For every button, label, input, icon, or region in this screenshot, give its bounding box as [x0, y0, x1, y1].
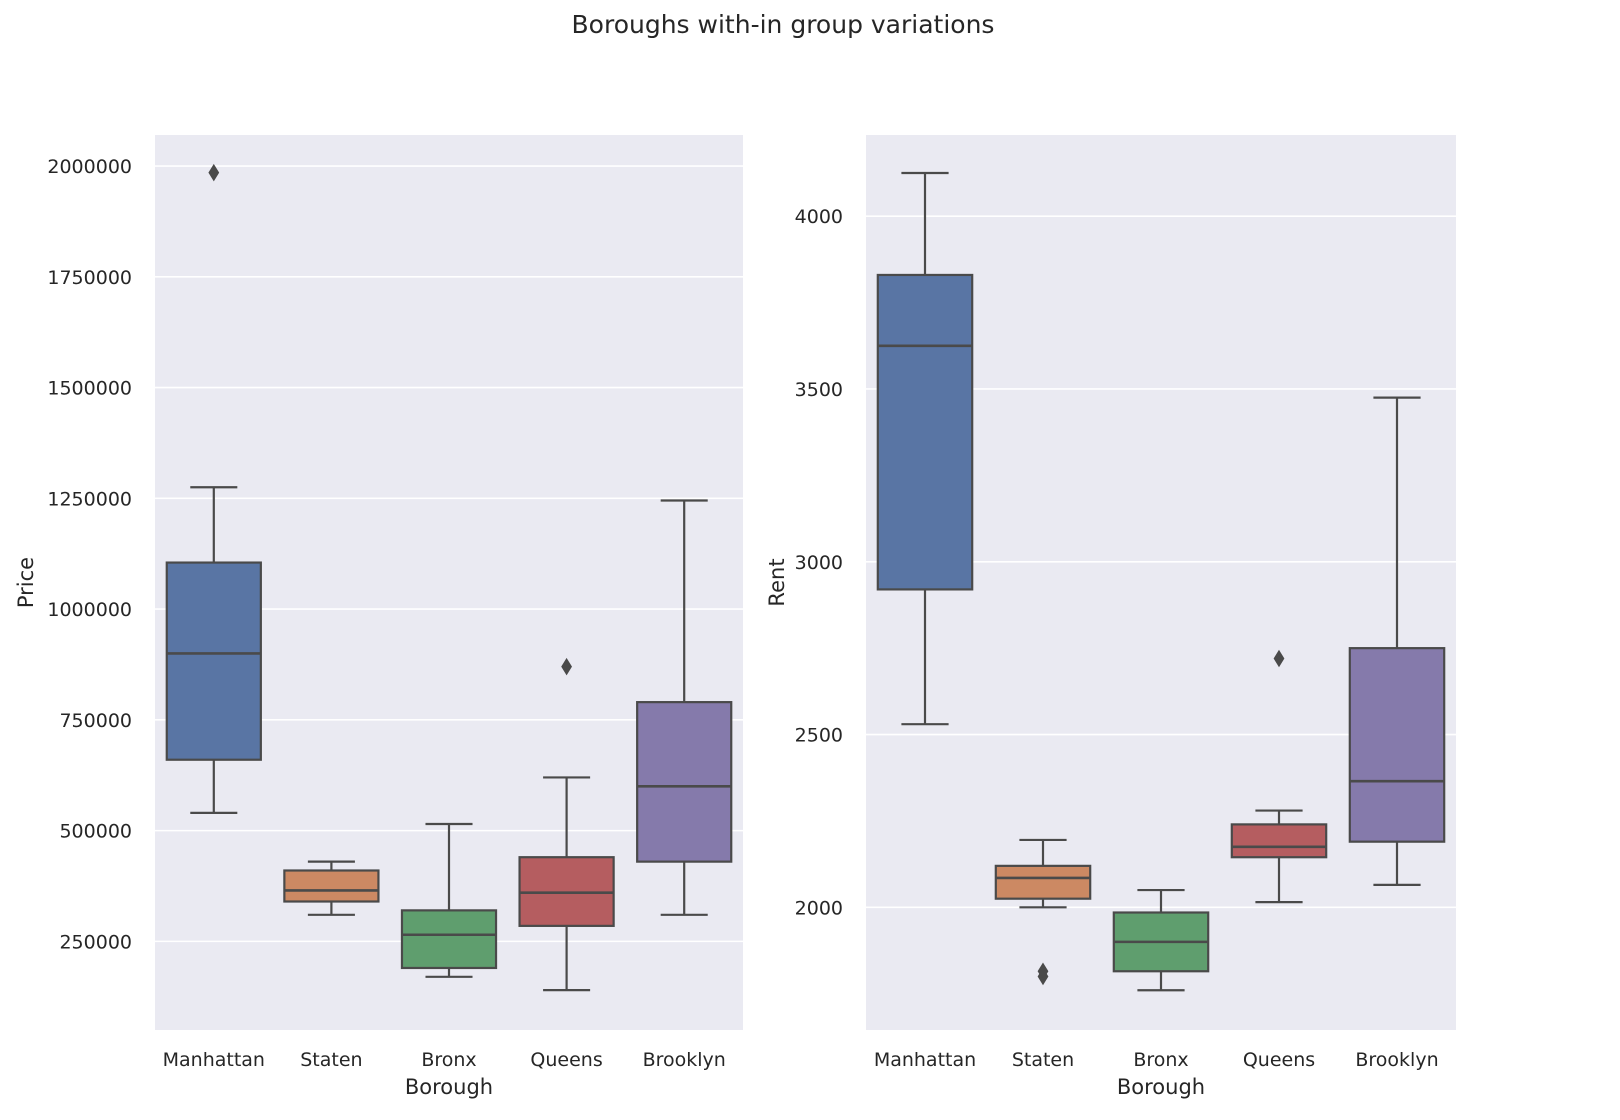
y-tick-label: 2500 — [795, 725, 843, 747]
y-tick-label: 1750000 — [47, 267, 132, 289]
y-tick-label: 250000 — [59, 931, 132, 953]
y-tick-label: 1500000 — [47, 378, 132, 400]
outlier-point — [1037, 962, 1049, 981]
x-tick-label: Bronx — [1133, 1049, 1188, 1071]
y-tick-label: 3500 — [795, 379, 843, 401]
iqr-box — [400, 909, 498, 970]
price-boxplot-panel: 250000 500000 750000 1000000 1250000 1500000 1… — [14, 135, 743, 1099]
box-manhattan — [165, 163, 262, 814]
box-manhattan — [876, 171, 974, 726]
y-tick-label: 4000 — [795, 206, 843, 228]
iqr-box — [876, 273, 974, 591]
y-tick-label: 3000 — [795, 552, 843, 574]
x-tick-label: Manhattan — [874, 1049, 976, 1071]
y-axis-title: Price — [14, 557, 38, 608]
box-bronx — [400, 822, 498, 978]
box-staten — [283, 860, 380, 916]
outlier-point — [208, 163, 220, 182]
x-tick-label: Staten — [1012, 1049, 1074, 1071]
y-tick-label: 2000 — [795, 897, 843, 919]
x-axis-title: Borough — [405, 1075, 493, 1099]
y-tick-label: 1000000 — [47, 599, 132, 621]
x-tick-label: Manhattan — [163, 1049, 265, 1071]
y-tick-label: 1250000 — [47, 488, 132, 510]
box-queens — [518, 657, 615, 992]
y-tick-label: 500000 — [59, 821, 132, 843]
x-axis-title: Borough — [1117, 1075, 1205, 1099]
x-tick-label: Brooklyn — [643, 1049, 726, 1071]
box-brooklyn — [1348, 396, 1446, 886]
iqr-box — [283, 869, 380, 903]
outlier-point — [561, 657, 572, 676]
iqr-box — [165, 561, 262, 761]
x-tick-label: Queens — [1243, 1049, 1315, 1071]
y-tick-label: 750000 — [59, 710, 132, 732]
x-tick-label: Queens — [530, 1049, 602, 1071]
box-brooklyn — [636, 499, 733, 916]
iqr-box — [1348, 647, 1446, 843]
x-tick-label: Staten — [300, 1049, 362, 1071]
x-tick-label: Brooklyn — [1355, 1049, 1438, 1071]
y-tick-label: 2000000 — [47, 156, 132, 178]
box-staten — [994, 838, 1092, 986]
rent-boxplot-panel: 2000 2500 3000 3500 4000 Manhattan Staten Bronx… — [765, 135, 1456, 1099]
x-tick-label: Bronx — [421, 1049, 476, 1071]
y-axis-title: Rent — [765, 558, 789, 606]
box-queens — [1230, 649, 1328, 904]
box-bronx — [1112, 888, 1210, 992]
iqr-box — [1230, 823, 1328, 859]
figure-title: Boroughs with-in group variations — [572, 10, 995, 39]
iqr-box — [636, 701, 733, 863]
iqr-box — [994, 864, 1092, 900]
outlier-point — [1273, 649, 1285, 668]
